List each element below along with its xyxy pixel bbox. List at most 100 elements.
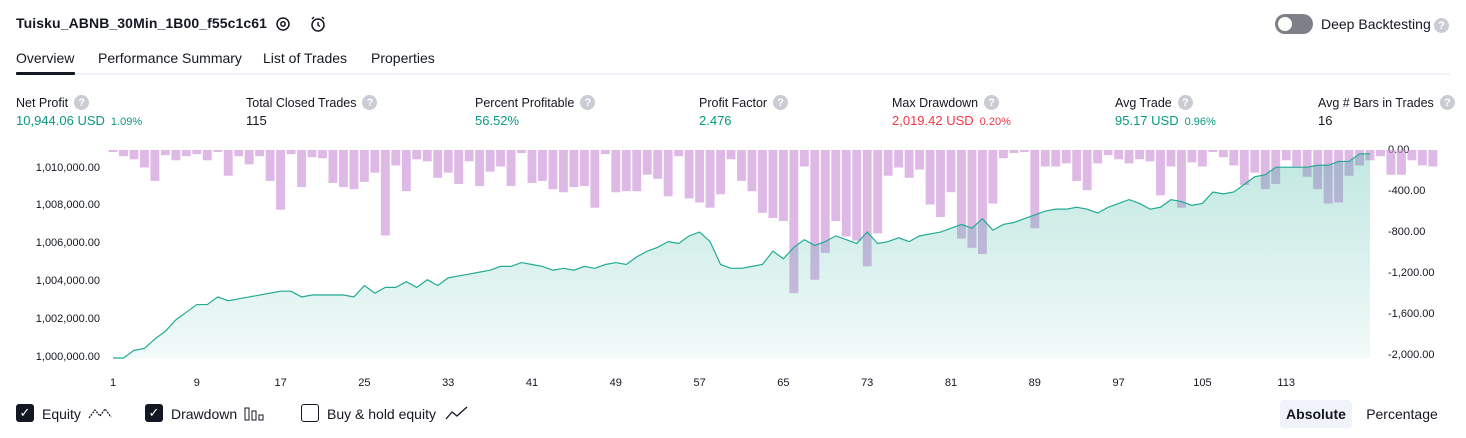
drawdown-bar — [496, 150, 506, 167]
settings-gear-icon[interactable] — [272, 13, 294, 35]
x-tick-label: 97 — [1112, 377, 1125, 389]
metric-net-profit-label: Net Profit? — [16, 95, 90, 110]
drawdown-bar — [611, 150, 621, 193]
drawdown-bar — [1114, 150, 1124, 160]
x-tick-label: 105 — [1193, 377, 1212, 389]
info-icon[interactable]: ? — [984, 95, 1000, 110]
info-icon[interactable]: ? — [362, 95, 378, 110]
buy-hold-checkbox[interactable] — [301, 404, 319, 422]
y-right-tick: -2,000.00 — [1388, 349, 1435, 361]
add-alert-icon[interactable] — [307, 13, 329, 35]
drawdown-bar — [716, 150, 725, 195]
drawdown-bar — [433, 150, 443, 178]
drawdown-bar — [1197, 150, 1207, 167]
drawdown-bar — [1019, 150, 1029, 153]
x-tick-label: 9 — [193, 377, 200, 389]
drawdown-bar — [988, 150, 998, 204]
metric-avg-bars-value: 16 — [1318, 113, 1333, 128]
drawdown-bar — [160, 150, 170, 156]
x-tick-label: 89 — [1028, 377, 1041, 389]
metric-total-closed-trades-label: Total Closed Trades? — [246, 95, 378, 110]
drawdown-bar — [621, 150, 631, 192]
drawdown-bar — [1218, 150, 1228, 158]
y-left-tick: 1,008,000.00 — [35, 199, 100, 211]
drawdown-bar — [223, 150, 233, 176]
drawdown-bar — [674, 150, 684, 157]
drawdown-bar — [632, 150, 642, 192]
info-icon[interactable]: ? — [1177, 95, 1193, 110]
info-icon[interactable]: ? — [74, 95, 90, 110]
drawdown-checkbox[interactable]: ✓ — [145, 404, 163, 422]
drawdown-bar — [391, 150, 401, 166]
drawdown-bar — [1292, 150, 1302, 167]
percentage-toggle-button[interactable]: Percentage — [1366, 406, 1438, 422]
drawdown-bar — [464, 150, 474, 162]
drawdown-bar — [684, 150, 694, 199]
drawdown-bar — [768, 150, 778, 218]
tab-properties[interactable]: Properties — [371, 50, 435, 66]
drawdown-bar — [527, 150, 537, 183]
equity-area — [113, 153, 1370, 358]
drawdown-bar — [412, 150, 422, 160]
tab-list-of-trades[interactable]: List of Trades — [263, 50, 348, 66]
drawdown-bar — [475, 150, 485, 187]
deep-backtesting-toggle[interactable] — [1275, 14, 1313, 34]
drawdown-bar — [737, 150, 746, 181]
drawdown-bar — [1260, 150, 1270, 190]
drawdown-bar — [181, 150, 191, 157]
drawdown-bar — [1250, 150, 1260, 173]
drawdown-bar — [1166, 150, 1176, 167]
drawdown-bar — [349, 150, 359, 190]
drawdown-bar — [1145, 150, 1155, 162]
drawdown-bar — [894, 150, 904, 168]
drawdown-bar — [422, 150, 432, 162]
drawdown-bar — [108, 150, 118, 153]
info-icon[interactable]: ? — [773, 95, 789, 110]
drawdown-bar — [1009, 150, 1019, 154]
drawdown-bar — [307, 150, 317, 158]
metric-max-drawdown-label: Max Drawdown? — [892, 95, 1000, 110]
x-tick-label: 113 — [1277, 377, 1295, 389]
drawdown-bar — [1124, 150, 1134, 164]
y-left-tick: 1,010,000.00 — [35, 162, 100, 174]
info-icon[interactable]: ? — [580, 95, 596, 110]
drawdown-bar — [339, 150, 348, 188]
info-icon[interactable]: ? — [1439, 95, 1455, 110]
y-left-tick: 1,006,000.00 — [35, 237, 100, 249]
drawdown-bar — [1061, 150, 1071, 164]
y-left-tick: 1,004,000.00 — [35, 275, 100, 287]
drawdown-bar — [454, 150, 464, 184]
deep-backtesting-help-icon[interactable]: ? — [1434, 18, 1449, 33]
tab-performance-summary[interactable]: Performance Summary — [98, 50, 242, 66]
absolute-toggle-button[interactable]: Absolute — [1280, 400, 1352, 428]
drawdown-bar — [600, 150, 610, 155]
x-tick-label: 25 — [358, 377, 371, 389]
y-right-tick: -1,600.00 — [1388, 308, 1435, 320]
x-tick-label: 57 — [693, 377, 706, 389]
drawdown-bar — [1072, 150, 1082, 181]
drawdown-bar — [957, 150, 966, 239]
drawdown-bar — [506, 150, 516, 187]
drawdown-bar — [202, 150, 212, 161]
drawdown-bar — [862, 150, 872, 267]
drawdown-bar — [1386, 150, 1396, 175]
x-tick-label: 33 — [442, 377, 455, 389]
drawdown-bar — [946, 150, 956, 193]
buy-hold-legend-icon — [445, 406, 468, 420]
metric-avg-trade-label: Avg Trade? — [1115, 95, 1193, 110]
equity-checkbox[interactable]: ✓ — [16, 404, 34, 422]
tabs-divider — [16, 73, 1450, 75]
drawdown-bar — [380, 150, 390, 236]
drawdown-bar — [873, 150, 883, 234]
drawdown-bar — [820, 150, 830, 253]
x-tick-label: 41 — [525, 377, 539, 389]
x-tick-label: 17 — [274, 377, 287, 389]
equity-legend-label: Equity — [42, 406, 81, 422]
buy-hold-legend-label: Buy & hold equity — [327, 406, 436, 422]
drawdown-bar — [1396, 150, 1406, 175]
drawdown-bar — [967, 150, 977, 248]
drawdown-bar — [726, 150, 736, 160]
tab-overview[interactable]: Overview — [16, 50, 75, 66]
drawdown-bar — [1187, 150, 1197, 163]
